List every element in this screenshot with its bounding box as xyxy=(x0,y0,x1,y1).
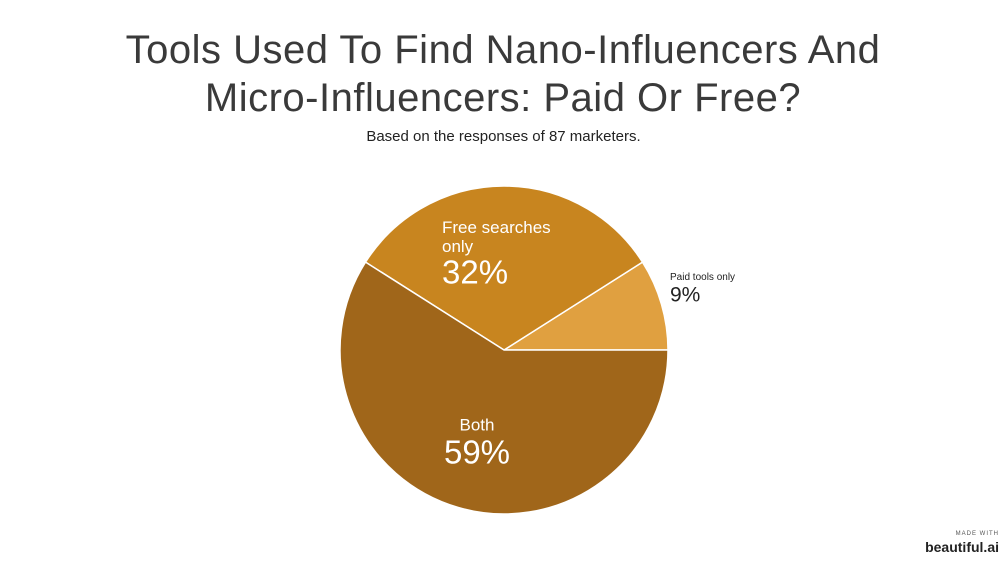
made-with: MADE WITH xyxy=(955,531,999,537)
slice-value-label: 32% xyxy=(442,254,508,291)
chart-title: Tools Used To Find Nano-Influencers And … xyxy=(125,28,881,120)
pie-slice xyxy=(501,261,669,351)
pie-slice xyxy=(339,261,669,515)
slice-label: Both xyxy=(460,415,495,434)
slice-value-label: 9% xyxy=(670,284,700,307)
slice-value-label: 59% xyxy=(444,434,510,471)
slice-label-box: Free searches only xyxy=(442,218,551,256)
logo: beautiful.ai xyxy=(925,539,999,555)
slice-label: Free searches only xyxy=(442,218,551,256)
pie-slice xyxy=(364,185,644,351)
slice-label: Paid tools only xyxy=(670,272,736,283)
slice-label-box: Paid tools only xyxy=(670,272,736,283)
chart-subtitle: Based on the responses of 87 marketers. xyxy=(366,128,641,145)
